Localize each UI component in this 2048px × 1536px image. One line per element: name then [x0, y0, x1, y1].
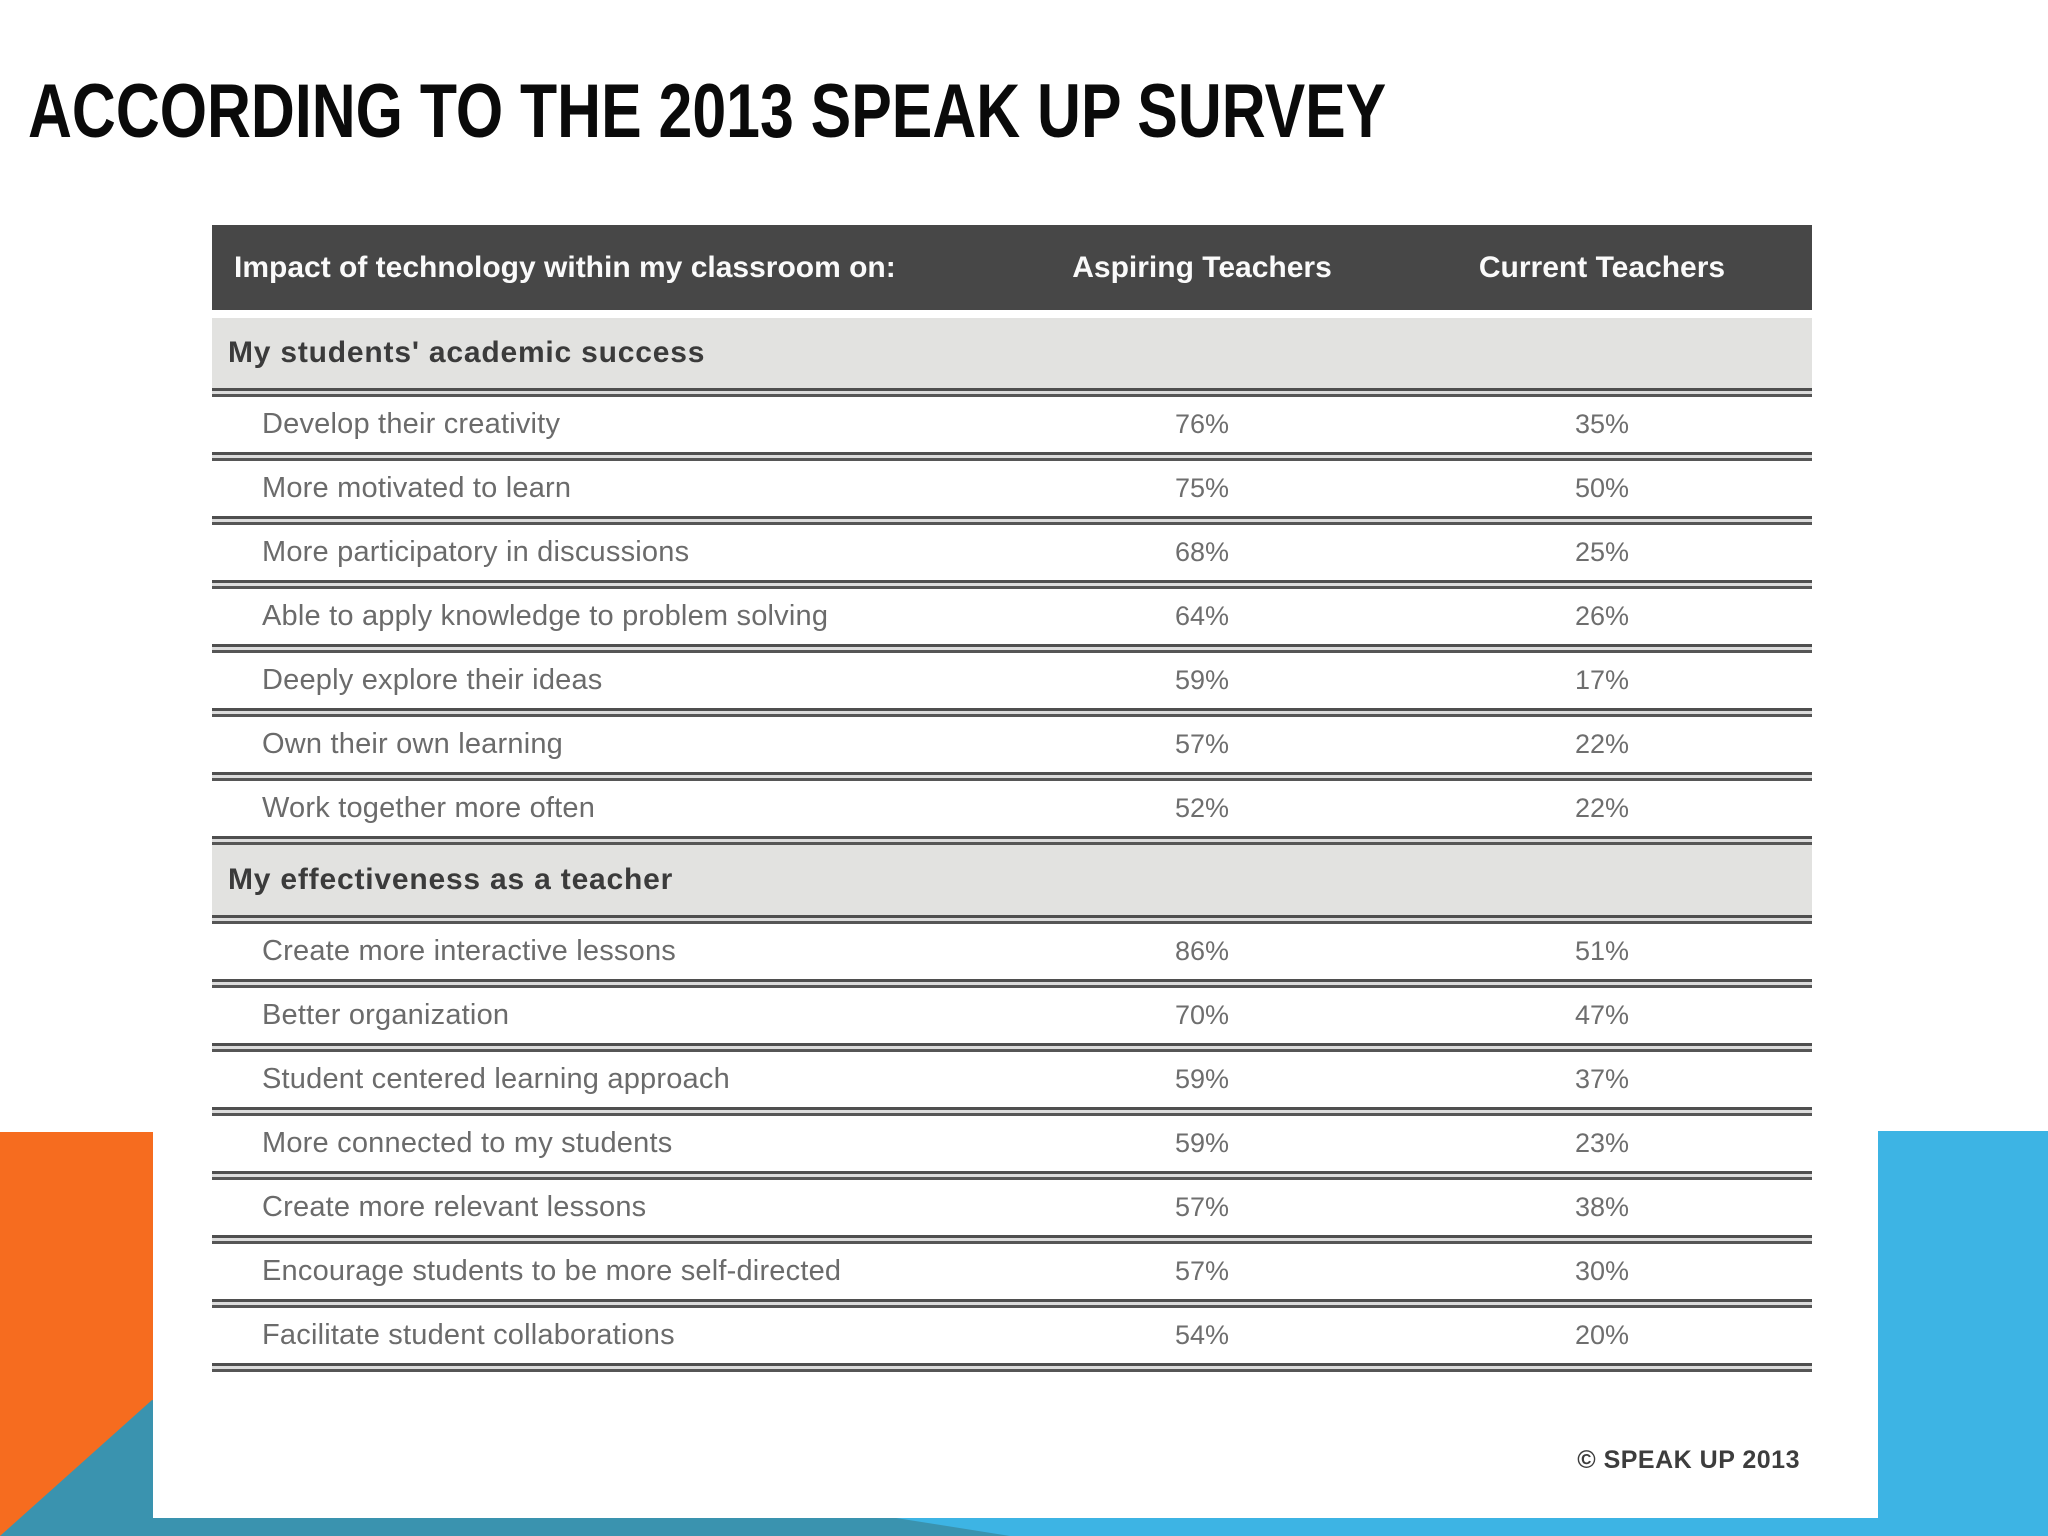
table-row: Student centered learning approach 59% 3…: [212, 1052, 1812, 1107]
section-header-label: My effectiveness as a teacher: [228, 863, 674, 896]
divider-line: [212, 1363, 1812, 1372]
divider-line: [212, 644, 1812, 653]
table-row: Own their own learning 57% 22%: [212, 717, 1812, 772]
current-value: 23%: [1574, 1128, 1630, 1158]
aspiring-value: 57%: [1174, 1192, 1230, 1222]
divider-line: [212, 516, 1812, 525]
table-row: Facilitate student collaborations 54% 20…: [212, 1308, 1812, 1363]
divider-line: [212, 836, 1812, 845]
divider-line: [212, 1107, 1812, 1116]
column-header-impact: Impact of technology within my classroom…: [234, 250, 896, 284]
divider-line: [212, 979, 1812, 988]
aspiring-value: 59%: [1174, 1064, 1230, 1094]
row-label: Work together more often: [262, 792, 596, 824]
divider-line: [212, 1171, 1812, 1180]
divider-line: [212, 772, 1812, 781]
column-header-aspiring-teachers: Aspiring Teachers: [1072, 250, 1332, 284]
aspiring-value: 52%: [1174, 793, 1230, 823]
table-row: Create more interactive lessons 86% 51%: [212, 924, 1812, 979]
divider-line: [212, 452, 1812, 461]
row-label: Create more interactive lessons: [262, 935, 676, 967]
table-row: Create more relevant lessons 57% 38%: [212, 1180, 1812, 1235]
table-row: Able to apply knowledge to problem solvi…: [212, 589, 1812, 644]
current-value: 17%: [1574, 665, 1630, 695]
divider-line: [212, 1043, 1812, 1052]
current-value: 50%: [1574, 473, 1630, 503]
divider-line: [212, 1235, 1812, 1244]
copyright-credit: © SPEAK UP 2013: [1577, 1446, 1800, 1474]
row-label: Student centered learning approach: [262, 1063, 730, 1095]
divider-line: [212, 580, 1812, 589]
table-row: More connected to my students 59% 23%: [212, 1116, 1812, 1171]
survey-table-body: My students' academic success Develop th…: [212, 318, 1812, 1372]
row-label: Deeply explore their ideas: [262, 664, 603, 696]
current-value: 22%: [1574, 793, 1630, 823]
current-value: 38%: [1574, 1192, 1630, 1222]
aspiring-value: 86%: [1174, 936, 1230, 966]
table-row: More participatory in discussions 68% 25…: [212, 525, 1812, 580]
aspiring-value: 75%: [1174, 473, 1230, 503]
aspiring-value: 68%: [1174, 537, 1230, 567]
current-value: 20%: [1574, 1320, 1630, 1350]
row-label: More participatory in discussions: [262, 536, 690, 568]
aspiring-value: 64%: [1174, 601, 1230, 631]
table-row: More motivated to learn 75% 50%: [212, 461, 1812, 516]
table-row: Develop their creativity 76% 35%: [212, 397, 1812, 452]
row-label: Own their own learning: [262, 728, 563, 760]
section-header-label: My students' academic success: [228, 336, 706, 369]
table-row: Deeply explore their ideas 59% 17%: [212, 653, 1812, 708]
row-label: Develop their creativity: [262, 408, 561, 440]
aspiring-value: 59%: [1174, 1128, 1230, 1158]
aspiring-value: 57%: [1174, 1256, 1230, 1286]
row-label: Able to apply knowledge to problem solvi…: [262, 600, 829, 632]
section-header: My effectiveness as a teacher: [212, 845, 1812, 915]
row-label: More motivated to learn: [262, 472, 572, 504]
current-value: 51%: [1574, 936, 1630, 966]
aspiring-value: 57%: [1174, 729, 1230, 759]
current-value: 47%: [1574, 1000, 1630, 1030]
current-value: 30%: [1574, 1256, 1630, 1286]
divider-line: [212, 388, 1812, 397]
table-row: Work together more often 52% 22%: [212, 781, 1812, 836]
table-row: Encourage students to be more self-direc…: [212, 1244, 1812, 1299]
blue-accent-shape: [1878, 1131, 2048, 1536]
divider-line: [212, 1299, 1812, 1308]
slide-title: ACCORDING TO THE 2013 SPEAK UP SURVEY: [28, 69, 1387, 154]
section-header: My students' academic success: [212, 318, 1812, 388]
survey-table: Impact of technology within my classroom…: [212, 225, 1812, 1372]
divider-line: [212, 915, 1812, 924]
table-row: Better organization 70% 47%: [212, 988, 1812, 1043]
current-value: 35%: [1574, 409, 1630, 439]
row-label: More connected to my students: [262, 1127, 673, 1159]
current-value: 37%: [1574, 1064, 1630, 1094]
aspiring-value: 59%: [1174, 665, 1230, 695]
row-label: Better organization: [262, 999, 510, 1031]
row-label: Create more relevant lessons: [262, 1191, 647, 1223]
divider-line: [212, 708, 1812, 717]
current-value: 25%: [1574, 537, 1630, 567]
current-value: 22%: [1574, 729, 1630, 759]
aspiring-value: 76%: [1174, 409, 1230, 439]
current-value: 26%: [1574, 601, 1630, 631]
row-label: Facilitate student collaborations: [262, 1319, 675, 1351]
aspiring-value: 70%: [1174, 1000, 1230, 1030]
column-header-current-teachers: Current Teachers: [1478, 250, 1726, 284]
aspiring-value: 54%: [1174, 1320, 1230, 1350]
table-header-row: Impact of technology within my classroom…: [212, 225, 1812, 310]
row-label: Encourage students to be more self-direc…: [262, 1255, 842, 1287]
